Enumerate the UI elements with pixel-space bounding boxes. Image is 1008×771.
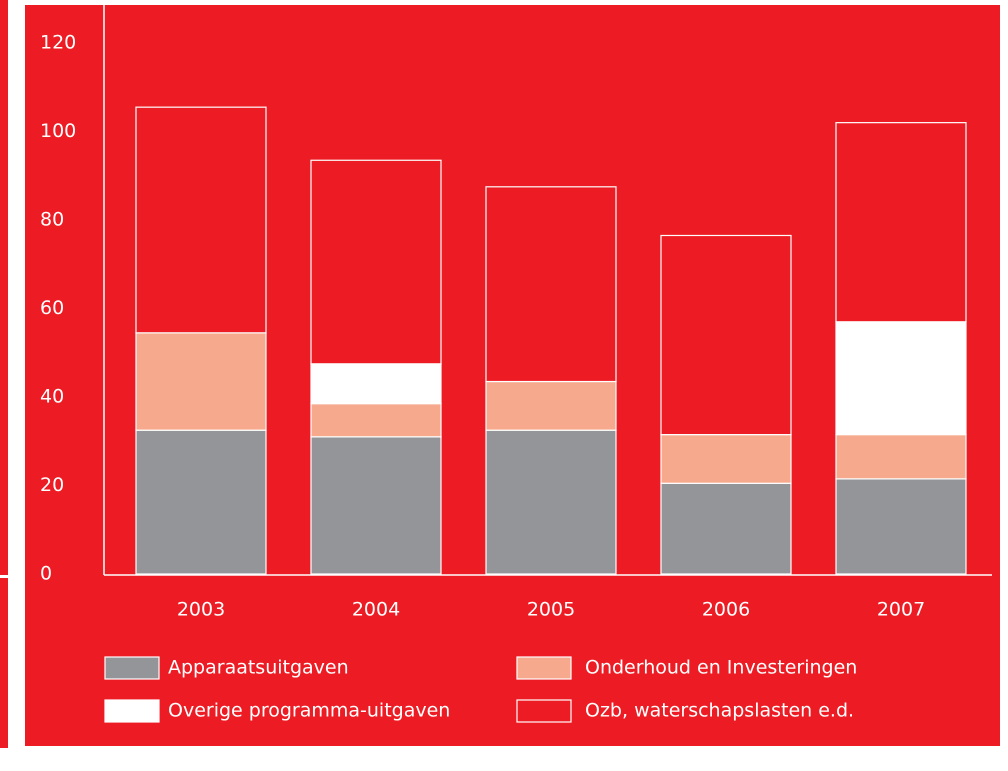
bar-segment bbox=[835, 321, 967, 436]
bar-segment bbox=[310, 436, 442, 575]
bar-segment bbox=[310, 159, 442, 365]
y-tick-label: 80 bbox=[40, 209, 64, 231]
legend-label: Overige programma-uitgaven bbox=[168, 700, 450, 722]
bar-segment bbox=[835, 478, 967, 575]
x-tick-label: 2006 bbox=[702, 599, 750, 621]
edge-strip bbox=[0, 0, 8, 575]
bar-segment bbox=[310, 363, 442, 405]
bar-segment bbox=[310, 403, 442, 438]
legend-swatch bbox=[104, 656, 160, 680]
bar-segment bbox=[135, 332, 267, 431]
y-tick-label: 60 bbox=[40, 297, 64, 319]
bar-segment bbox=[835, 122, 967, 323]
y-tick-label: 100 bbox=[40, 120, 76, 142]
bar-segment bbox=[485, 429, 617, 575]
bar-segment bbox=[660, 482, 792, 575]
bar-segment bbox=[660, 234, 792, 436]
bar-segment bbox=[660, 434, 792, 484]
bar-segment bbox=[135, 429, 267, 575]
legend-swatch bbox=[516, 699, 572, 723]
bar-segment bbox=[135, 106, 267, 334]
legend-label: Ozb, waterschapslasten e.d. bbox=[585, 700, 854, 722]
y-tick-label: 20 bbox=[40, 474, 64, 496]
edge-strip bbox=[0, 578, 8, 748]
x-tick-label: 2003 bbox=[177, 599, 225, 621]
x-tick-label: 2004 bbox=[352, 599, 400, 621]
y-tick-label: 40 bbox=[40, 386, 64, 408]
legend-swatch bbox=[104, 699, 160, 723]
bar-segment bbox=[835, 434, 967, 480]
x-tick-label: 2007 bbox=[877, 599, 925, 621]
bar-segment bbox=[485, 380, 617, 431]
bar-segment bbox=[485, 186, 617, 383]
x-tick-label: 2005 bbox=[527, 599, 575, 621]
y-tick-label: 0 bbox=[40, 563, 52, 585]
legend-label: Apparaatsuitgaven bbox=[168, 657, 349, 679]
y-tick-label: 120 bbox=[40, 32, 76, 54]
legend-label: Onderhoud en Investeringen bbox=[585, 657, 857, 679]
legend-swatch bbox=[516, 656, 572, 680]
